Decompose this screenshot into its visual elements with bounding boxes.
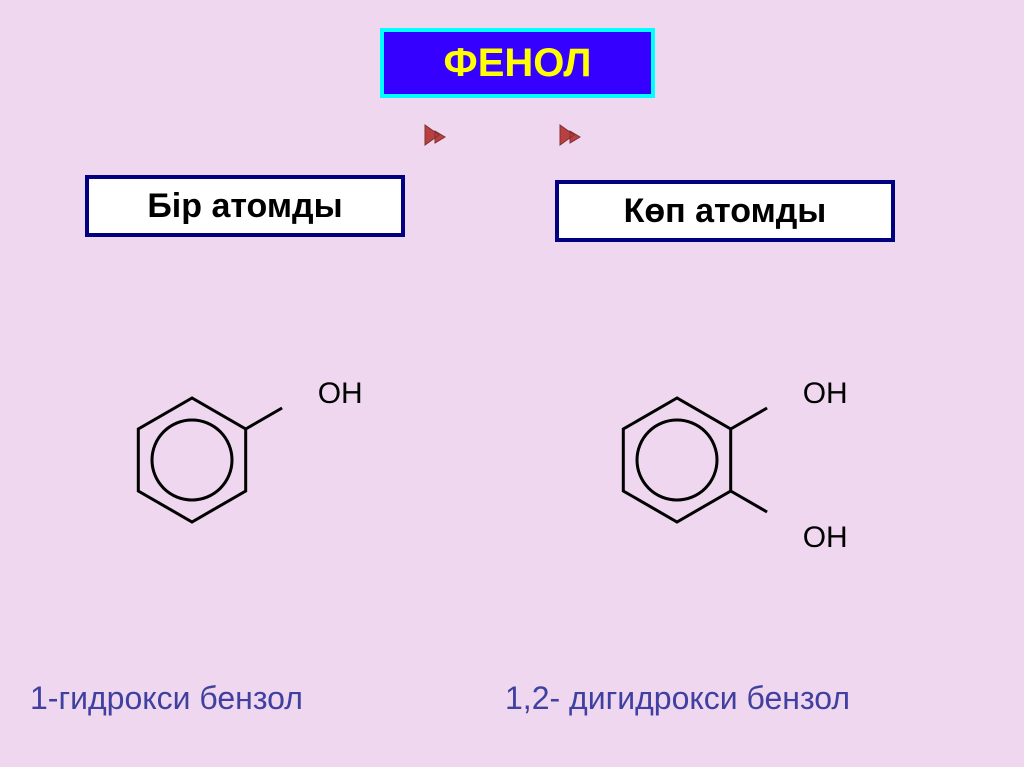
arrow-left-icon: [420, 120, 450, 150]
oh-label: OH: [803, 377, 848, 410]
molecule-catechol: OH OH: [595, 350, 895, 575]
bottom-label-left-text: 1-гидрокси бензол: [30, 680, 303, 716]
oh-label: OH: [803, 521, 848, 554]
molecule-svg: OH: [110, 350, 410, 570]
category-left: Бір атомды: [85, 175, 405, 237]
molecule-svg: OH OH: [595, 350, 895, 570]
molecule-phenol: OH: [110, 350, 410, 575]
main-title: ФЕНОЛ: [380, 28, 655, 98]
oh-label: OH: [318, 377, 363, 410]
category-right: Көп атомды: [555, 180, 895, 242]
bottom-label-right: 1,2- дигидрокси бензол: [505, 680, 850, 717]
category-left-text: Бір атомды: [147, 187, 342, 226]
category-right-text: Көп атомды: [624, 192, 827, 231]
bottom-label-right-text: 1,2- дигидрокси бензол: [505, 680, 850, 716]
main-title-text: ФЕНОЛ: [444, 41, 592, 86]
arrow-right-icon: [555, 120, 585, 150]
bottom-label-left: 1-гидрокси бензол: [30, 680, 303, 717]
